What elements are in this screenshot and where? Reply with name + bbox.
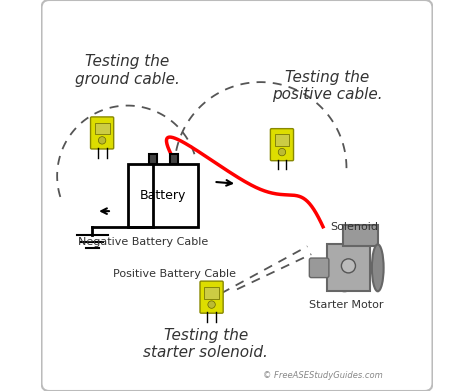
Bar	[149, 154, 157, 164]
Text: Testing the
positive cable.: Testing the positive cable.	[272, 70, 382, 102]
Circle shape	[99, 137, 106, 144]
Text: Negative Battery Cable: Negative Battery Cable	[78, 237, 208, 248]
Bar	[128, 164, 198, 227]
FancyBboxPatch shape	[42, 0, 432, 391]
FancyBboxPatch shape	[270, 129, 293, 161]
FancyBboxPatch shape	[200, 281, 223, 313]
Text: Testing the
ground cable.: Testing the ground cable.	[75, 54, 180, 86]
Bar	[327, 244, 370, 291]
Text: Starter Motor: Starter Motor	[309, 300, 384, 310]
Circle shape	[278, 149, 286, 156]
Bar	[170, 154, 178, 164]
Text: Solenoid: Solenoid	[330, 222, 378, 232]
Bar	[274, 134, 290, 146]
Text: © FreeASEStudyGuides.com: © FreeASEStudyGuides.com	[263, 371, 383, 380]
Text: Testing the
starter solenoid.: Testing the starter solenoid.	[143, 328, 268, 360]
Bar	[343, 225, 378, 246]
Ellipse shape	[331, 244, 358, 291]
Circle shape	[208, 301, 215, 308]
FancyBboxPatch shape	[310, 258, 329, 278]
Text: Battery: Battery	[139, 189, 186, 202]
Bar	[95, 122, 109, 135]
Circle shape	[341, 259, 356, 273]
Text: Positive Battery Cable: Positive Battery Cable	[113, 269, 236, 279]
Ellipse shape	[372, 244, 383, 291]
FancyBboxPatch shape	[91, 117, 114, 149]
Bar	[204, 287, 219, 299]
